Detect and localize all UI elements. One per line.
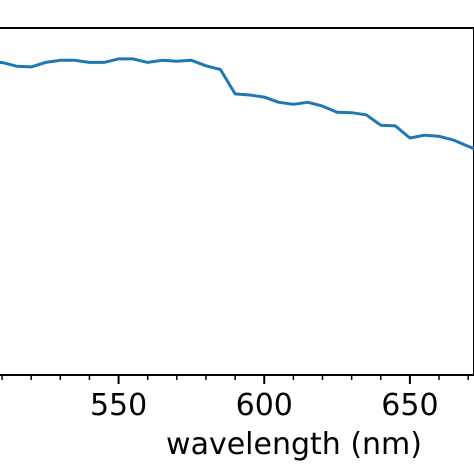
plot-area — [0, 27, 474, 376]
x-tick-label: 600 — [236, 388, 293, 423]
x-tick-label: 650 — [381, 388, 438, 423]
x-tick-label: 550 — [90, 388, 147, 423]
plot-frame — [0, 27, 474, 376]
series-line-0 — [0, 57, 474, 151]
x-axis-label: wavelength (nm) — [166, 427, 422, 462]
x-axis-tick-labels: 500 550 600 650 — [0, 388, 439, 423]
x-axis-ticks — [1, 375, 469, 384]
x-tick-label: 500 — [0, 388, 2, 423]
